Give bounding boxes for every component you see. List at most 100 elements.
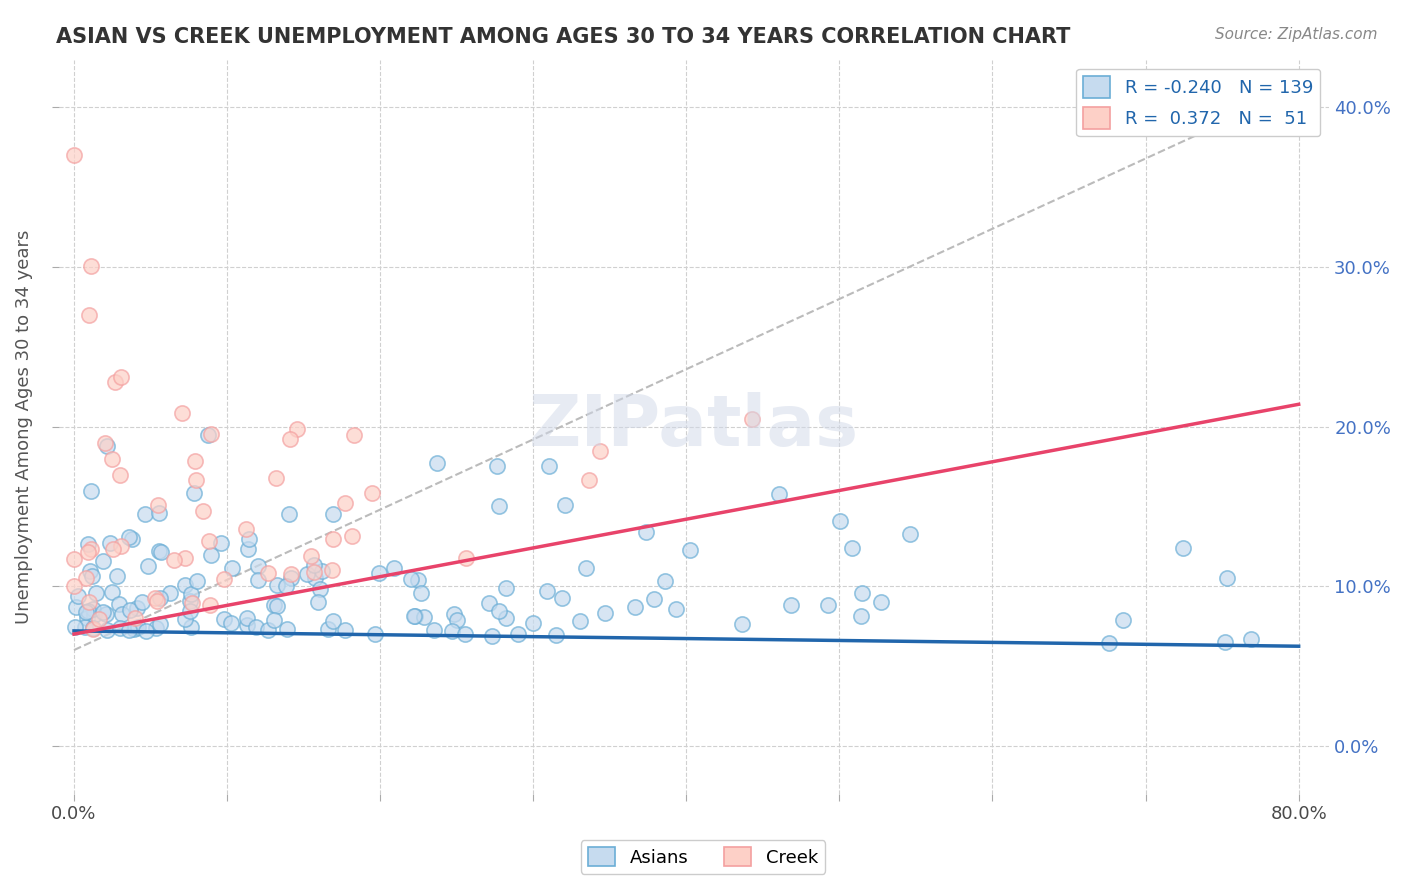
Point [105,569,128,583]
Legend: R = -0.240   N = 139, R =  0.372   N =  51: R = -0.240 N = 139, R = 0.372 N = 51 [1076,69,1320,136]
Point [578,473,600,487]
Point [554,498,576,512]
Point [245,620,267,634]
Point [546,627,568,641]
Point [75,620,97,634]
Point [266,577,288,591]
Point [849,608,872,623]
Point [1112,613,1135,627]
Point [107,597,129,611]
Point [135,624,157,639]
Point [257,623,280,637]
Point [1171,541,1194,556]
Point [302,565,325,579]
Point [197,427,219,442]
Point [209,535,232,549]
Point [77,545,100,559]
Point [247,559,270,574]
Point [453,627,475,641]
Point [841,541,863,556]
Point [91,606,114,620]
Point [83,607,105,622]
Point [101,541,124,556]
Point [236,610,259,624]
Point [263,599,285,613]
Point [456,550,478,565]
Text: Source: ZipAtlas.com: Source: ZipAtlas.com [1215,27,1378,42]
Point [309,582,332,597]
Point [409,586,432,600]
Point [399,572,422,586]
Point [180,587,202,601]
Point [446,613,468,627]
Point [82,569,104,583]
Point [731,617,754,632]
Point [183,454,205,468]
Point [285,421,308,435]
Point [131,595,153,609]
Point [79,595,101,609]
Point [110,539,132,553]
Point [118,530,141,544]
Point [426,456,449,470]
Point [278,507,301,521]
Point [238,532,260,546]
Point [104,375,127,389]
Point [186,574,208,588]
Point [264,471,287,485]
Point [148,506,170,520]
Point [121,532,143,546]
Point [183,486,205,500]
Point [335,623,357,637]
Point [274,579,297,593]
Point [174,550,197,565]
Point [79,565,101,579]
Point [595,607,617,621]
Point [382,561,405,575]
Point [830,514,852,528]
Point [163,553,186,567]
Point [159,585,181,599]
Point [150,545,173,559]
Point [679,543,702,558]
Point [488,499,510,513]
Y-axis label: Unemployment Among Ages 30 to 34 years: Unemployment Among Ages 30 to 34 years [15,229,32,624]
Point [247,573,270,587]
Point [276,622,298,636]
Point [86,586,108,600]
Point [101,584,124,599]
Point [198,533,221,548]
Point [198,598,221,612]
Point [212,612,235,626]
Point [149,616,172,631]
Point [361,486,384,500]
Point [127,620,149,634]
Point [307,595,329,609]
Point [221,561,243,575]
Point [311,565,333,579]
Point [406,573,429,587]
Point [96,607,118,621]
Point [184,474,207,488]
Point [77,604,100,618]
Point [297,566,319,581]
Point [508,627,530,641]
Point [481,629,503,643]
Point [322,614,344,628]
Point [768,486,790,500]
Point [235,522,257,536]
Point [134,508,156,522]
Point [900,526,922,541]
Point [110,369,132,384]
Point [82,621,104,635]
Point [316,622,339,636]
Point [495,581,517,595]
Point [200,548,222,562]
Point [478,597,501,611]
Point [412,609,434,624]
Point [236,542,259,557]
Point [278,433,301,447]
Point [643,591,665,606]
Point [63,148,86,162]
Point [118,623,141,637]
